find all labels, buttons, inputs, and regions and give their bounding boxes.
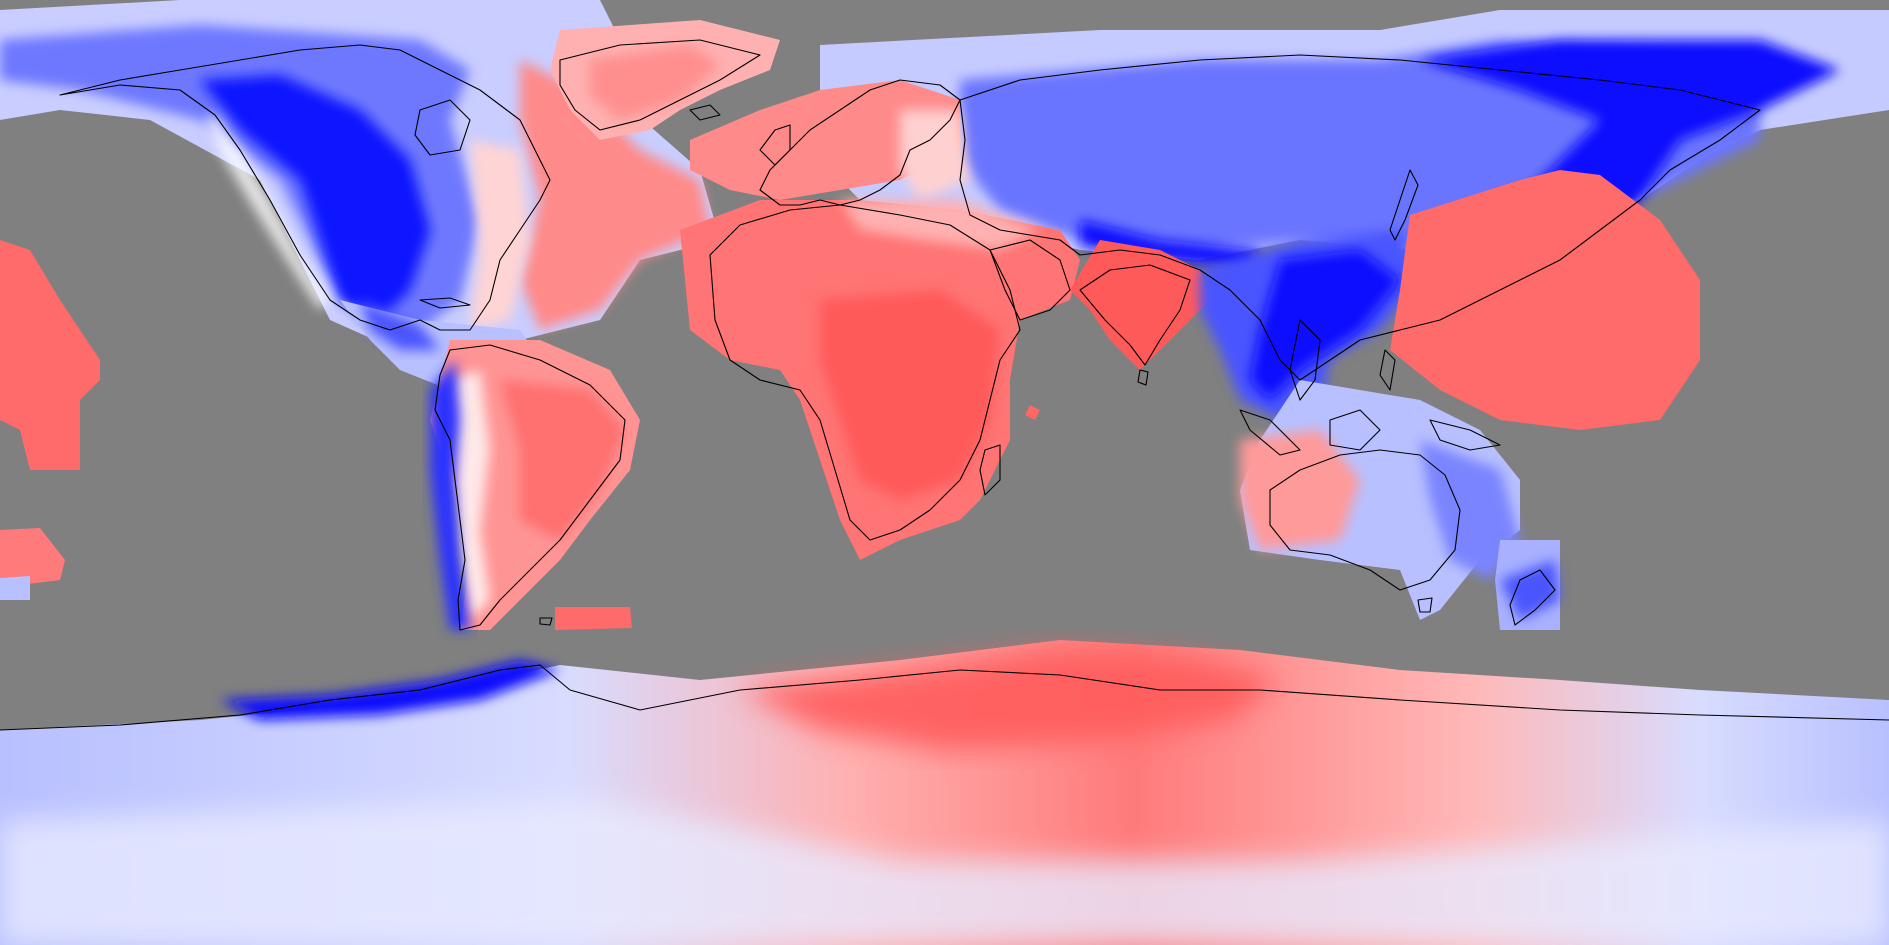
- coastline-south-america: [434, 344, 626, 631]
- coastline-hudson-bay: [414, 99, 471, 156]
- coastline-sri-lanka: [1137, 369, 1149, 386]
- coastline-indochina: [1289, 319, 1321, 401]
- coastline-philippines: [1379, 349, 1396, 391]
- coastline-new-zealand: [1509, 569, 1556, 626]
- coastline-india: [1079, 264, 1191, 366]
- coastline-madagascar: [979, 444, 1001, 496]
- region-west-pacific: [1390, 170, 1700, 430]
- coastline-new-guinea: [1429, 419, 1501, 451]
- coastline-antarctica: [0, 664, 1889, 731]
- coastline-asia: [959, 54, 1761, 381]
- coastline-north-america: [59, 44, 551, 331]
- coastline-arabia: [989, 239, 1071, 321]
- coastline-borneo: [1329, 409, 1381, 451]
- region-greenland: [550, 20, 780, 140]
- coastline-japan: [1389, 169, 1419, 241]
- region-south-america: [430, 340, 640, 630]
- coastline-europe: [759, 79, 961, 206]
- coastline-cuba: [419, 297, 471, 309]
- coastlines: [0, 39, 1889, 731]
- region-east-pacific: [0, 240, 100, 600]
- region-india: [1070, 240, 1210, 370]
- coastline-africa: [709, 204, 1021, 541]
- coastline-australia: [1269, 449, 1461, 591]
- region-antarctica: [0, 640, 1889, 945]
- coastline-greenland: [559, 39, 761, 131]
- region-east-asia: [1200, 230, 1420, 420]
- coastline-tasmania: [1417, 597, 1433, 613]
- coastline-sumatra: [1239, 409, 1301, 456]
- coastline-falklands: [539, 617, 553, 626]
- coastline-iceland: [689, 104, 721, 121]
- coastline-uk: [759, 124, 791, 166]
